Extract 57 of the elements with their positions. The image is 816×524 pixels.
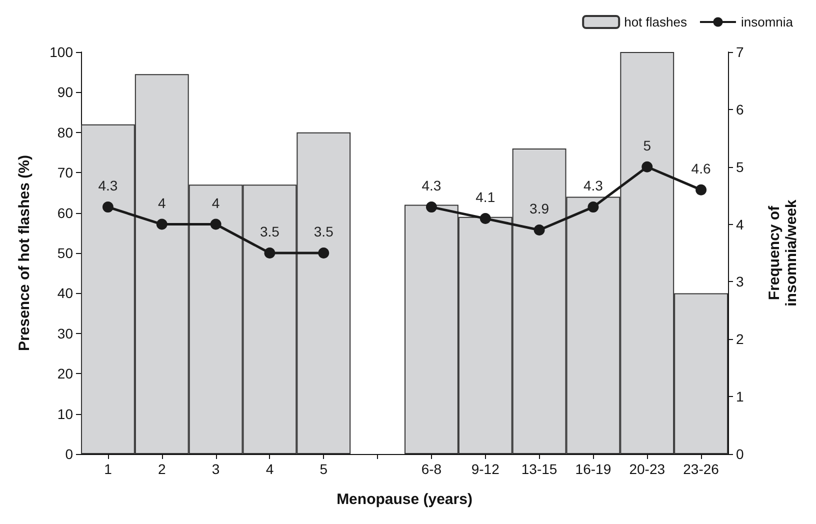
data-label: 4.3 <box>583 178 604 194</box>
legend-label: insomnia <box>740 14 794 30</box>
x-axis-title: Menopause (years) <box>336 491 472 508</box>
y2-tick-label: 1 <box>736 388 744 405</box>
data-label: 3.5 <box>314 224 334 240</box>
point <box>210 218 222 230</box>
x-tick-label: 13-15 <box>521 461 558 477</box>
y-tick-label: 50 <box>57 245 74 261</box>
data-label: 3.9 <box>530 200 550 217</box>
x-tick-label: 23-26 <box>683 461 720 477</box>
y2-tick-label: 0 <box>736 446 744 462</box>
point <box>318 248 330 258</box>
data-label: 4.1 <box>476 189 496 206</box>
y-tick-label: 60 <box>57 204 74 221</box>
point <box>534 224 545 236</box>
y-tick-label: 40 <box>57 285 74 302</box>
x-tick-label: 1 <box>104 461 112 477</box>
data-label: 4.3 <box>422 178 442 194</box>
y-tick-label: 90 <box>57 84 74 100</box>
point <box>480 213 491 224</box>
point <box>156 218 168 230</box>
data-label: 3.5 <box>260 224 280 240</box>
y2-tick-label: 7 <box>736 44 744 60</box>
point <box>426 202 437 213</box>
x-tick-label: 4 <box>266 461 274 477</box>
y2-tick-label: 5 <box>736 158 744 175</box>
x-tick-label: 20-23 <box>629 461 666 477</box>
data-label: 4.6 <box>691 160 711 176</box>
y-tick-label: 80 <box>57 124 74 140</box>
data-label: 5 <box>643 137 652 154</box>
y-tick-label: 30 <box>57 325 74 342</box>
x-tick-label: 9-12 <box>471 461 500 477</box>
x-tick-label: 2 <box>158 461 166 477</box>
y-tick-label: 20 <box>57 366 74 382</box>
point <box>696 184 707 196</box>
y-tick-label: 0 <box>65 446 74 462</box>
x-tick-label: 16-19 <box>575 461 612 477</box>
x-tick-label: 6-8 <box>421 461 442 477</box>
data-label: 4 <box>212 194 220 211</box>
data-label: 4 <box>158 194 166 211</box>
x-tick-label: 5 <box>320 461 328 477</box>
point <box>642 161 653 172</box>
point <box>102 202 114 213</box>
y2-tick-label: 2 <box>736 331 744 348</box>
y-axis-title: Presence of hot flashes (%) <box>16 155 33 351</box>
y2-tick-label: 4 <box>736 216 744 232</box>
y-tick-label: 70 <box>57 164 74 181</box>
y-tick-label: 10 <box>57 406 74 422</box>
point <box>588 202 599 213</box>
y2-axis-title: Frequency of insomnia/week <box>766 198 800 306</box>
y2-tick-label: 3 <box>736 274 744 290</box>
x-tick-label: 3 <box>212 461 220 477</box>
point <box>264 248 276 258</box>
y2-tick-label: 6 <box>736 101 744 118</box>
y-tick-label: 100 <box>50 44 74 60</box>
legend-label: hot flashes <box>624 14 688 30</box>
data-label: 4.3 <box>98 178 118 194</box>
